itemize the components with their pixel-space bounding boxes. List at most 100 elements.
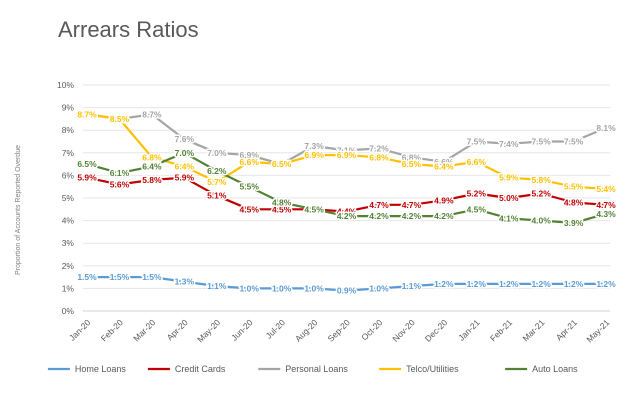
x-tick-label: Feb-20 (99, 317, 125, 343)
data-label: 6.4% (434, 161, 454, 171)
data-label: 5.5% (240, 182, 260, 192)
data-label-halo: 7.5% (467, 137, 487, 147)
data-label-halo: 5.6% (110, 179, 130, 189)
y-tick-label: 8% (62, 125, 75, 135)
data-label-halo: 4.5% (304, 204, 324, 214)
data-label: 1.5% (110, 272, 130, 282)
data-label-halo: 4.3% (596, 209, 616, 219)
data-label: 7.3% (304, 141, 324, 151)
data-label-halo: 4.5% (272, 204, 292, 214)
data-label-halo: 6.5% (272, 159, 292, 169)
data-label-halo: 1.0% (272, 283, 292, 293)
data-label-halo: 6.6% (240, 157, 260, 167)
data-label: 5.9% (77, 173, 97, 183)
data-label: 1.2% (564, 279, 584, 289)
data-label: 8.7% (77, 109, 97, 119)
data-label: 1.1% (402, 281, 422, 291)
data-label: 4.2% (337, 211, 357, 221)
data-label-halo: 6.8% (142, 152, 162, 162)
data-label-halo: 1.2% (434, 279, 454, 289)
x-tick-label: Feb-21 (488, 317, 514, 343)
y-tick-label: 4% (62, 216, 75, 226)
data-label-halo: 5.9% (499, 173, 519, 183)
data-label-halo: 8.5% (110, 114, 130, 124)
data-label: 8.5% (110, 114, 130, 124)
data-label: 6.2% (207, 166, 227, 176)
data-label-halo: 6.9% (304, 150, 324, 160)
data-label-halo: 5.9% (77, 173, 97, 183)
y-tick-label: 9% (62, 103, 75, 113)
data-label-halo: 1.1% (207, 281, 227, 291)
data-label-halo: 1.2% (499, 279, 519, 289)
data-label-halo: 6.9% (240, 150, 260, 160)
legend-label: Telco/Utilities (406, 364, 459, 374)
x-tick-label: Sep-20 (325, 317, 352, 344)
data-label: 5.6% (110, 179, 130, 189)
data-label: 6.6% (240, 157, 260, 167)
data-label: 4.5% (304, 204, 324, 214)
data-label-halo: 6.4% (175, 161, 195, 171)
data-label: 4.7% (369, 200, 389, 210)
data-label-halo: 0.9% (337, 286, 357, 296)
data-label: 6.5% (272, 159, 292, 169)
data-label: 6.4% (175, 161, 195, 171)
data-label: 4.0% (531, 216, 551, 226)
x-tick-label: Jan-20 (67, 317, 93, 343)
data-label: 5.7% (207, 177, 227, 187)
series-line-home-loans (85, 276, 608, 292)
data-label-halo: 4.7% (402, 200, 422, 210)
data-label: 4.4% (337, 207, 357, 217)
data-label-halo: 6.5% (77, 159, 97, 169)
data-label: 7.4% (499, 139, 519, 149)
data-label-halo: 5.0% (499, 193, 519, 203)
data-label: 1.2% (531, 279, 551, 289)
y-tick-label: 3% (62, 238, 75, 248)
data-label-halo: 4.2% (402, 211, 422, 221)
data-label: 6.5% (77, 159, 97, 169)
data-label-halo: 8.5% (110, 114, 130, 124)
data-label-halo: 4.5% (304, 204, 324, 214)
data-label-halo: 6.6% (434, 157, 454, 167)
data-label: 6.9% (240, 150, 260, 160)
data-label: 4.5% (467, 204, 487, 214)
data-label-halo: 4.8% (564, 198, 584, 208)
legend-label: Home Loans (75, 364, 127, 374)
data-label: 4.5% (272, 204, 292, 214)
data-label: 6.9% (304, 150, 324, 160)
data-label: 1.5% (77, 272, 97, 282)
y-tick-label: 6% (62, 170, 75, 180)
data-label-halo: 6.8% (369, 152, 389, 162)
legend-label: Credit Cards (175, 364, 226, 374)
data-label-halo: 4.1% (499, 213, 519, 223)
data-label-halo: 6.6% (467, 157, 487, 167)
data-label-halo: 1.2% (531, 279, 551, 289)
data-label: 5.2% (531, 188, 551, 198)
data-label: 6.4% (142, 161, 162, 171)
data-label: 1.2% (467, 279, 487, 289)
data-label-halo: 6.4% (434, 161, 454, 171)
y-axis-title: Proportion of Accounts Reported Overdue (15, 145, 22, 275)
legend-label: Auto Loans (532, 364, 578, 374)
data-label-halo: 5.5% (564, 182, 584, 192)
data-label: 6.1% (110, 168, 130, 178)
data-label-halo: 7.5% (564, 137, 584, 147)
y-tick-label: 10% (57, 80, 74, 90)
data-label-halo: 1.5% (142, 272, 162, 282)
data-label: 5.2% (467, 188, 487, 198)
data-label-halo: 6.5% (402, 159, 422, 169)
series-line-personal-loans (85, 113, 608, 166)
series-line-auto-loans (85, 151, 608, 224)
data-label-halo: 6.9% (337, 150, 357, 160)
x-tick-label: Nov-20 (390, 317, 417, 344)
data-label: 6.9% (337, 150, 357, 160)
x-tick-label: May-21 (584, 317, 611, 344)
data-label-halo: 5.8% (531, 175, 551, 185)
data-label: 5.4% (596, 184, 616, 194)
data-label: 8.7% (77, 109, 97, 119)
data-label: 7.5% (531, 137, 551, 147)
data-label: 4.8% (564, 198, 584, 208)
x-tick-label: Dec-20 (423, 317, 450, 344)
data-label: 4.8% (272, 198, 292, 208)
data-label-halo: 7.2% (369, 143, 389, 153)
